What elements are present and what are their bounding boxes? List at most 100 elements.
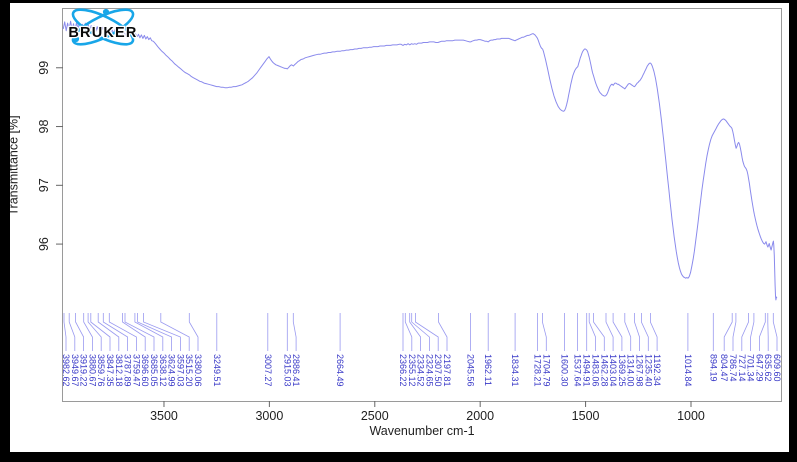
peak-label: 3249.51 bbox=[212, 354, 222, 387]
peak-label: 3982.62 bbox=[61, 354, 71, 387]
y-tick-label: 99 bbox=[37, 61, 51, 75]
peak-label: 2355.12 bbox=[407, 354, 417, 387]
peak-label: 1600.30 bbox=[559, 354, 569, 387]
peak-label: 647.29 bbox=[754, 354, 764, 382]
x-tick-label: 3500 bbox=[150, 409, 178, 423]
peak-leader-line bbox=[732, 313, 737, 351]
peak-label: 2664.49 bbox=[335, 354, 345, 387]
plot-frame bbox=[62, 8, 782, 402]
peak-leader-line bbox=[160, 313, 190, 351]
peak-label: 609.60 bbox=[772, 354, 782, 382]
peak-leader-line bbox=[75, 313, 84, 351]
peak-label: 1235.40 bbox=[643, 354, 653, 387]
peak-label: 1704.79 bbox=[541, 354, 551, 387]
peak-label: 3685.05 bbox=[149, 354, 159, 387]
peak-label: 2886.41 bbox=[291, 354, 301, 387]
peak-label: 1962.11 bbox=[483, 354, 493, 386]
peak-label: 3880.67 bbox=[87, 354, 97, 387]
peak-label: 3949.67 bbox=[70, 354, 80, 387]
x-tick-label: 2500 bbox=[361, 409, 389, 423]
peak-leader-line bbox=[90, 313, 111, 351]
peak-label: 804.47 bbox=[719, 354, 729, 382]
x-tick-label: 2000 bbox=[466, 409, 494, 423]
peak-leader-line bbox=[122, 313, 146, 351]
peak-label: 3638.12 bbox=[158, 354, 168, 387]
peak-label: 3812.18 bbox=[114, 354, 124, 387]
peak-label: 3007.27 bbox=[263, 354, 273, 387]
peak-label: 1834.31 bbox=[510, 354, 520, 387]
peak-leader-line bbox=[409, 313, 421, 351]
peak-leader-line bbox=[634, 313, 640, 351]
bruker-logo-text: BRUKER bbox=[68, 25, 137, 41]
x-tick-label: 3000 bbox=[255, 409, 283, 423]
peak-label: 1314.00 bbox=[626, 354, 636, 387]
peak-leader-line bbox=[102, 313, 128, 351]
peak-label: 3847.35 bbox=[105, 354, 115, 387]
peak-leader-line bbox=[759, 313, 766, 351]
peak-leader-line bbox=[83, 313, 93, 351]
peak-label: 3624.99 bbox=[167, 354, 177, 387]
peak-leader-line bbox=[438, 313, 448, 351]
peak-label: 727.14 bbox=[737, 354, 747, 382]
peak-leader-line bbox=[404, 313, 413, 351]
peak-leader-line bbox=[97, 313, 120, 351]
peak-label: 3859.76 bbox=[96, 354, 106, 387]
peak-label: 1403.04 bbox=[608, 354, 618, 387]
peak-leader-line bbox=[87, 313, 102, 351]
peak-leader-line bbox=[68, 313, 76, 351]
y-tick-label: 97 bbox=[37, 178, 51, 192]
peak-leader-line bbox=[588, 313, 596, 351]
peak-label: 1369.25 bbox=[617, 354, 627, 387]
peak-label: 2366.22 bbox=[398, 354, 408, 387]
peak-leader-line bbox=[650, 313, 658, 351]
peak-leader-line bbox=[612, 313, 623, 351]
peak-label: 2197.81 bbox=[442, 354, 452, 387]
peak-leader-line bbox=[124, 313, 155, 351]
bruker-logo: BRUKER bbox=[67, 8, 138, 46]
peak-label: 2324.65 bbox=[424, 354, 434, 387]
peak-leader-line bbox=[134, 313, 164, 351]
peak-leader-line bbox=[188, 313, 199, 351]
peak-label: 1494.91 bbox=[582, 354, 592, 387]
peak-label: 3919.22 bbox=[79, 354, 89, 387]
peak-label: 1267.98 bbox=[635, 354, 645, 387]
peak-leader-line bbox=[137, 313, 172, 351]
peak-label: 2045.56 bbox=[466, 354, 476, 387]
peak-label: 3597.03 bbox=[175, 354, 185, 387]
peak-leader-line bbox=[143, 313, 181, 351]
peak-label: 2915.03 bbox=[282, 354, 292, 387]
y-tick-label: 96 bbox=[37, 237, 51, 251]
peak-label: 3380.06 bbox=[193, 354, 203, 387]
spectrum-curve bbox=[62, 20, 778, 301]
peak-label: 2334.52 bbox=[416, 354, 426, 387]
peak-label: 1483.06 bbox=[591, 354, 601, 387]
peak-leader-line bbox=[641, 313, 649, 351]
peak-leader-line bbox=[723, 313, 733, 351]
peak-leader-line bbox=[624, 313, 632, 351]
peak-label: 894.19 bbox=[708, 354, 718, 382]
peak-label: 1537.64 bbox=[573, 354, 583, 387]
peak-label: 1728.21 bbox=[533, 354, 543, 387]
y-axis-title: Transmittance [%] bbox=[6, 115, 21, 216]
peak-leader-line bbox=[415, 313, 439, 351]
peak-leader-line bbox=[605, 313, 614, 351]
peak-label: 1192.34 bbox=[652, 354, 662, 386]
peak-label: 1462.28 bbox=[599, 354, 609, 387]
x-tick-label: 1500 bbox=[572, 409, 600, 423]
peak-leader-line bbox=[772, 313, 778, 351]
peak-label: 635.62 bbox=[763, 354, 773, 382]
peak-leader-line bbox=[741, 313, 749, 351]
peak-leader-line bbox=[542, 313, 547, 351]
x-axis-title: Wavenumber cm-1 bbox=[369, 424, 475, 438]
peak-leader-line bbox=[63, 313, 67, 351]
peak-leader-line bbox=[750, 313, 755, 351]
peak-leader-line bbox=[108, 313, 137, 351]
peak-label: 3696.60 bbox=[140, 354, 150, 387]
peak-label: 3515.20 bbox=[184, 354, 194, 387]
peak-leader-line bbox=[292, 313, 297, 351]
peak-label: 2307.50 bbox=[433, 354, 443, 387]
peak-leader-line bbox=[593, 313, 605, 351]
peak-label: 3787.89 bbox=[123, 354, 133, 387]
